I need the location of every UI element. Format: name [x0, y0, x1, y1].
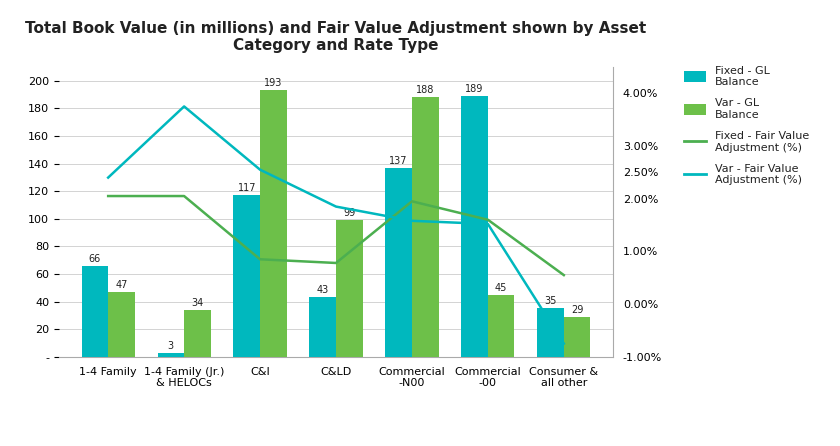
Bar	[260, 91, 286, 357]
Text: 29: 29	[571, 305, 583, 315]
Text: 189: 189	[465, 84, 484, 94]
Text: 188: 188	[416, 85, 434, 95]
Text: 43: 43	[317, 285, 328, 295]
Text: 3: 3	[168, 341, 174, 351]
Text: 35: 35	[544, 297, 557, 306]
Bar	[488, 295, 514, 357]
Bar	[564, 317, 591, 357]
Bar	[461, 96, 488, 357]
Text: 45: 45	[495, 283, 507, 293]
Bar	[336, 220, 363, 357]
Bar	[158, 353, 184, 357]
Text: 34: 34	[192, 298, 203, 308]
Bar	[309, 297, 336, 357]
Bar	[412, 97, 438, 357]
Title: Total Book Value (in millions) and Fair Value Adjustment shown by Asset
Category: Total Book Value (in millions) and Fair …	[25, 21, 647, 53]
Bar	[184, 310, 211, 357]
Bar	[108, 292, 134, 357]
Bar	[81, 266, 108, 357]
Text: 117: 117	[238, 183, 256, 193]
Text: 137: 137	[390, 156, 408, 165]
Bar	[386, 168, 412, 357]
Legend: Fixed - GL
Balance, Var - GL
Balance, Fixed - Fair Value
Adjustment (%), Var - F: Fixed - GL Balance, Var - GL Balance, Fi…	[680, 61, 814, 190]
Bar	[234, 195, 260, 357]
Text: 99: 99	[344, 208, 355, 218]
Text: 47: 47	[115, 280, 128, 290]
Text: 66: 66	[89, 254, 101, 264]
Bar	[538, 309, 564, 357]
Text: 193: 193	[264, 78, 282, 88]
